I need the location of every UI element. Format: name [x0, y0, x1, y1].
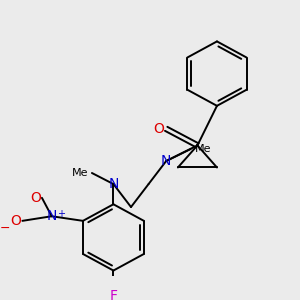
Text: O: O — [153, 122, 164, 136]
Text: O: O — [31, 191, 41, 205]
Text: −: − — [0, 222, 10, 235]
Text: Me: Me — [194, 144, 211, 154]
Text: O: O — [10, 214, 21, 228]
Text: F: F — [110, 289, 117, 300]
Text: Me: Me — [71, 168, 88, 178]
Text: N: N — [161, 154, 171, 168]
Text: N: N — [46, 209, 57, 223]
Text: +: + — [57, 209, 64, 219]
Text: N: N — [108, 177, 118, 191]
